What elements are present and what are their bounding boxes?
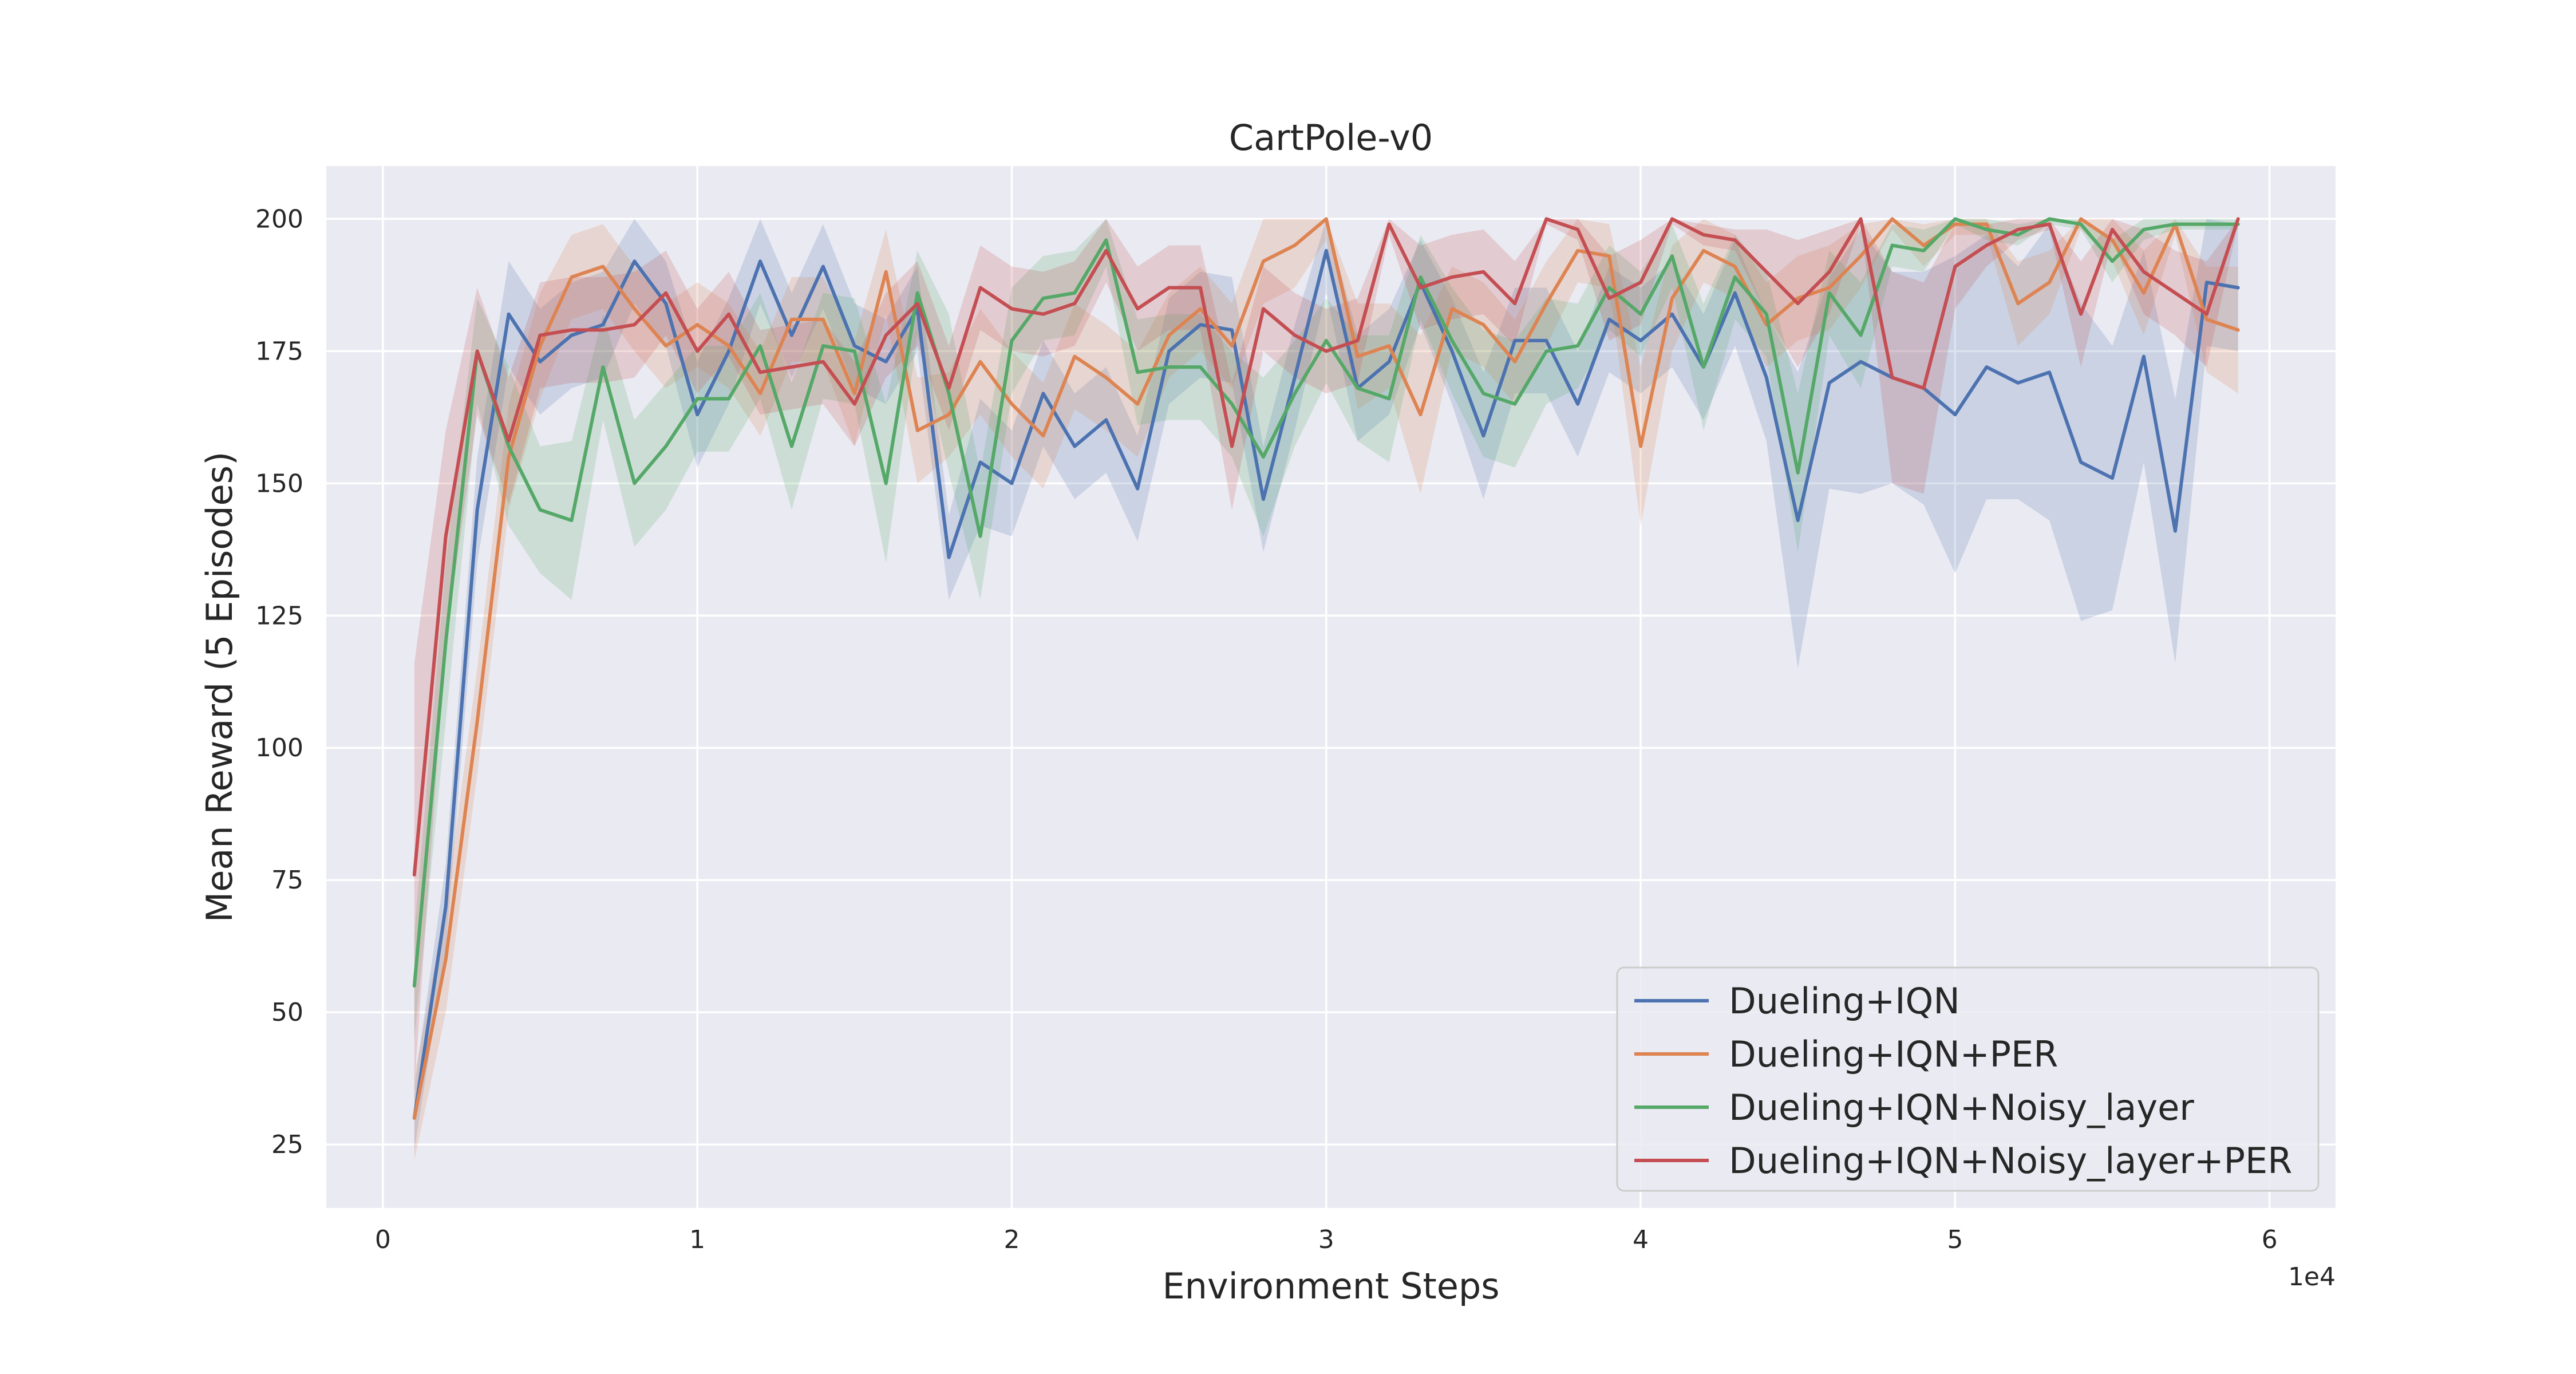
y-tick-label: 100: [255, 733, 303, 763]
y-tick-label: 125: [255, 601, 303, 630]
legend-items: Dueling+IQN Dueling+IQN+PER Dueling+IQN+No…: [1634, 980, 2292, 1182]
legend-label-2: Dueling+IQN+PER: [1729, 1033, 2058, 1075]
legend-label-4: Dueling+IQN+Noisy_layer+PER: [1729, 1140, 2292, 1182]
y-tick-label: 50: [271, 998, 303, 1027]
legend-box: [1616, 966, 2320, 1192]
series-line-4: [412, 217, 2240, 876]
x-tick-labels: 0 1 2 3 4 5 6: [375, 1225, 2278, 1254]
series-line-1: [412, 248, 2240, 1120]
x-tick-label: 5: [1947, 1225, 1963, 1254]
x-tick-label: 1: [689, 1225, 705, 1254]
x-tick-label: 2: [1003, 1225, 1020, 1254]
x-tick-label: 3: [1318, 1225, 1334, 1254]
y-tick-label: 25: [271, 1130, 303, 1159]
x-tick-label: 6: [2262, 1225, 2278, 1254]
x-axis-label: Environment Steps: [1162, 1265, 1499, 1307]
legend: Dueling+IQN Dueling+IQN+PER Dueling+IQN+No…: [1616, 966, 2320, 1192]
x-tick-label: 0: [375, 1225, 391, 1254]
y-tick-label: 175: [255, 337, 303, 366]
x-offset-label: 1e4: [2288, 1262, 2336, 1292]
y-tick-label: 75: [271, 866, 303, 895]
y-tick-label: 200: [255, 204, 303, 234]
chart-title: CartPole-v0: [1229, 117, 1433, 159]
series-lines: [412, 217, 2240, 1120]
legend-label-1: Dueling+IQN: [1729, 980, 1960, 1022]
y-axis-label: Mean Reward (5 Episodes): [199, 452, 240, 923]
x-tick-label: 4: [1633, 1225, 1649, 1254]
y-tick-label: 150: [255, 469, 303, 498]
legend-label-3: Dueling+IQN+Noisy_layer: [1729, 1087, 2194, 1128]
confidence-band-series-4: [414, 219, 2238, 1087]
series-line-3: [412, 217, 2240, 988]
y-tick-labels: 25 50 75 100 125 150 175 200: [255, 204, 303, 1159]
